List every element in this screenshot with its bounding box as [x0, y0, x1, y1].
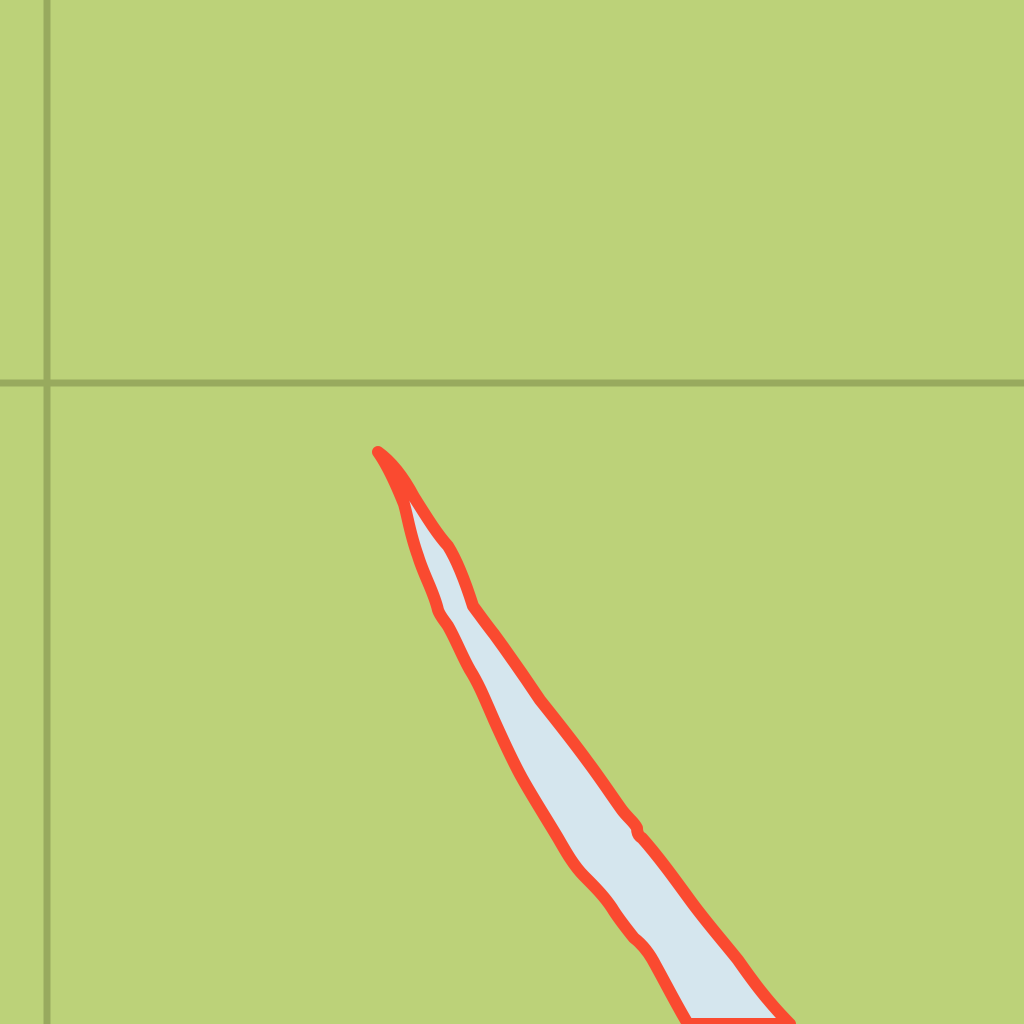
water-channel-highlighted[interactable] — [372, 446, 796, 1024]
